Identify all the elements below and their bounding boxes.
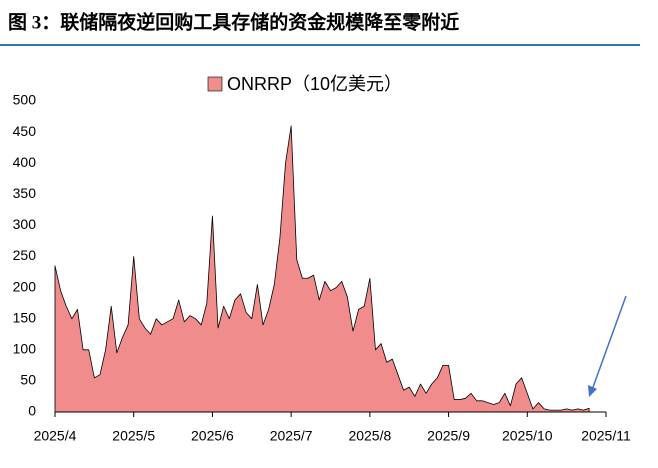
x-tick-label: 2025/8 [348, 428, 391, 444]
x-tick-label: 2025/6 [191, 428, 234, 444]
y-tick-label: 300 [13, 216, 37, 232]
legend-swatch [207, 76, 223, 92]
x-tick-label: 2025/11 [581, 428, 631, 444]
figure-title: 图 3：联储隔夜逆回购工具存储的资金规模降至零附近 [8, 10, 459, 33]
arrow-head [588, 385, 597, 397]
y-tick-label: 200 [13, 278, 37, 294]
x-tick-label: 2025/7 [270, 428, 313, 444]
x-tick-label: 2025/5 [112, 428, 155, 444]
y-tick-label: 400 [13, 154, 37, 170]
y-tick-label: 500 [13, 92, 37, 108]
x-tick-label: 2025/4 [34, 428, 77, 444]
y-tick-label: 0 [28, 403, 36, 419]
arrow [591, 295, 627, 391]
y-tick-label: 350 [13, 185, 37, 201]
y-tick-label: 150 [13, 309, 37, 325]
y-tick-label: 100 [13, 341, 37, 357]
y-tick-label: 50 [20, 372, 36, 388]
area [54, 125, 590, 413]
x-tick-label: 2025/9 [427, 428, 470, 444]
legend-label: ONRRP（10亿美元） [227, 74, 402, 94]
y-tick-label: 250 [13, 247, 37, 263]
y-tick-label: 450 [13, 123, 37, 139]
x-tick-label: 2025/10 [502, 428, 553, 444]
